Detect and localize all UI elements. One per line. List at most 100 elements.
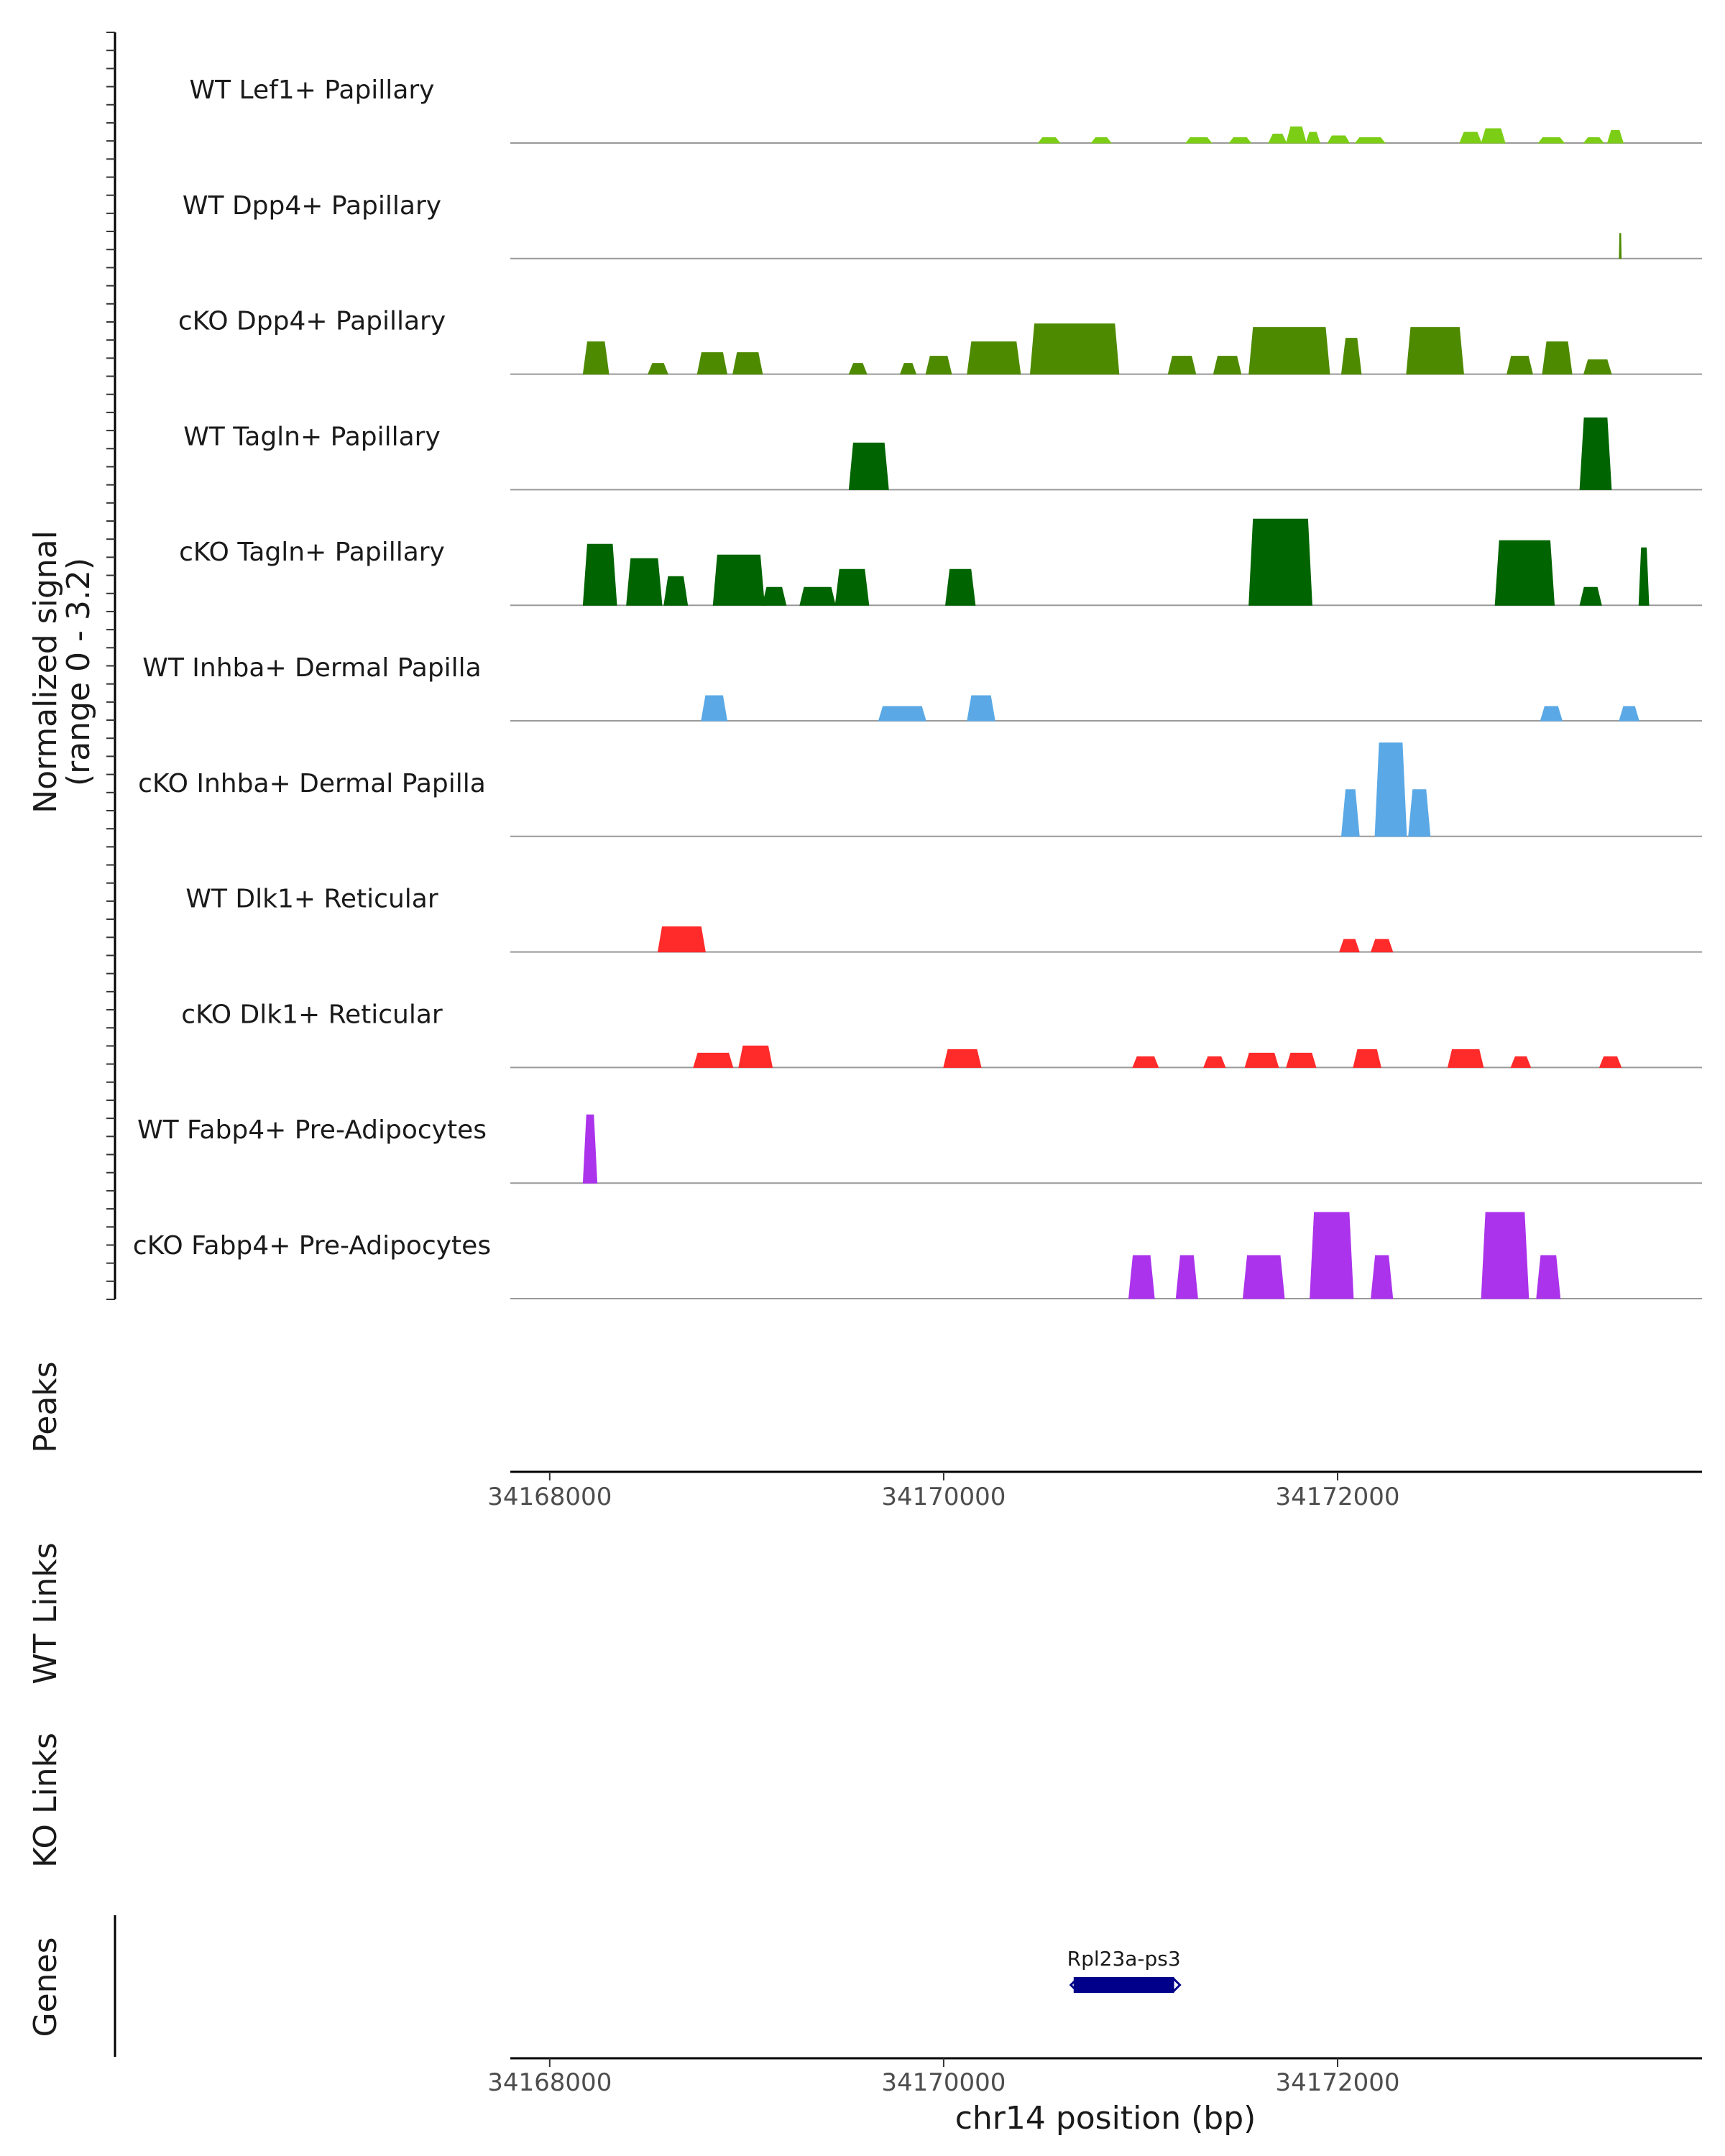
signal-peak bbox=[712, 554, 765, 606]
peaks-x-axis: 34168000 34170000 34172000 bbox=[487, 1470, 1702, 1511]
signal-peak bbox=[925, 356, 952, 375]
signal-peak bbox=[1540, 706, 1563, 722]
signal-peak bbox=[1506, 356, 1533, 375]
track-8: WT Dlk1+ Reticular bbox=[185, 885, 1702, 953]
gene-label: Rpl23a-ps3 bbox=[1067, 1947, 1181, 1971]
signal-peak bbox=[1286, 126, 1307, 144]
signal-peak bbox=[1481, 128, 1506, 144]
signal-peak bbox=[1579, 586, 1602, 606]
gene-strand-arrow bbox=[1069, 1976, 1079, 1994]
signal-peak bbox=[1583, 359, 1612, 375]
signal-peak bbox=[1606, 130, 1624, 144]
track-11: cKO Fabp4+ Pre-Adipocytes bbox=[133, 1212, 1702, 1299]
genes-x-axis: 34168000 34170000 34172000 bbox=[487, 2057, 1702, 2097]
track-7: cKO Inhba+ Dermal Papilla bbox=[138, 742, 1702, 837]
signal-peak bbox=[1459, 132, 1482, 144]
signal-peak bbox=[1481, 1212, 1530, 1299]
track-label: WT Inhba+ Dermal Papilla bbox=[142, 653, 481, 683]
signal-peak bbox=[1029, 323, 1120, 375]
track-label: cKO Dlk1+ Reticular bbox=[181, 1000, 443, 1029]
signal-peak bbox=[1638, 547, 1650, 606]
track-label: WT Dpp4+ Papillary bbox=[183, 191, 441, 221]
signal-peak bbox=[1510, 1056, 1532, 1068]
signal-peak bbox=[1248, 327, 1330, 375]
signal-peak bbox=[1242, 1255, 1285, 1299]
signal-tracks: WT Lef1+ Papillary WT Dpp4+ Papillary cKO … bbox=[133, 75, 1702, 1299]
signal-peak bbox=[1598, 1056, 1622, 1068]
signal-peak bbox=[732, 352, 763, 375]
signal-peak bbox=[1371, 1255, 1394, 1299]
track-label: WT Lef1+ Papillary bbox=[190, 75, 435, 105]
signal-peak bbox=[1202, 1056, 1226, 1068]
signal-peak bbox=[1310, 1212, 1354, 1299]
signal-peak bbox=[1353, 1049, 1381, 1068]
signal-peak bbox=[1494, 540, 1555, 606]
signal-peak bbox=[1619, 706, 1639, 722]
signal-peak bbox=[1090, 137, 1112, 144]
track-label: cKO Tagln+ Papillary bbox=[179, 538, 445, 567]
x-tick-label: 34172000 bbox=[1275, 1483, 1399, 1511]
track-label: WT Dlk1+ Reticular bbox=[185, 885, 438, 914]
signal-peak bbox=[1305, 132, 1320, 144]
y-axis-title: Normalized signal bbox=[27, 530, 64, 814]
track-10: WT Fabp4+ Pre-Adipocytes bbox=[137, 1114, 1702, 1184]
signal-peak bbox=[582, 1114, 598, 1184]
signal-peak bbox=[848, 363, 868, 375]
signal-peak bbox=[967, 341, 1021, 375]
signal-peak bbox=[1327, 135, 1351, 144]
y-axis-range-label: (range 0 - 3.2) bbox=[60, 558, 97, 786]
signal-peak bbox=[582, 341, 610, 375]
signal-scale-axis bbox=[106, 32, 116, 1300]
signal-peak bbox=[1213, 356, 1242, 375]
signal-peak bbox=[626, 558, 663, 606]
gene-end-mark bbox=[1172, 1976, 1182, 1994]
signal-peak bbox=[899, 363, 917, 375]
signal-peak bbox=[1228, 137, 1252, 144]
peaks-label: Peaks bbox=[27, 1361, 64, 1452]
signal-peak bbox=[834, 568, 870, 606]
x-tick-label: 34168000 bbox=[487, 2068, 612, 2097]
track-5: cKO Tagln+ Papillary bbox=[179, 518, 1702, 607]
gene-track: Rpl23a-ps3 bbox=[1067, 1947, 1182, 1994]
track-4: WT Tagln+ Papillary bbox=[183, 417, 1702, 491]
track-label: cKO Dpp4+ Papillary bbox=[178, 307, 446, 336]
signal-peak bbox=[1184, 137, 1213, 144]
signal-peak bbox=[1132, 1056, 1159, 1068]
signal-peak bbox=[648, 363, 668, 375]
x-tick-label: 34170000 bbox=[881, 2068, 1006, 2097]
signal-peak bbox=[1037, 137, 1061, 144]
signal-peak bbox=[1537, 137, 1565, 144]
track-label: cKO Fabp4+ Pre-Adipocytes bbox=[133, 1231, 491, 1261]
signal-peak bbox=[967, 695, 995, 722]
x-tick-label: 34168000 bbox=[487, 1483, 612, 1511]
track-label: cKO Inhba+ Dermal Papilla bbox=[138, 769, 486, 798]
signal-peak bbox=[945, 568, 976, 606]
wt-links-label: WT Links bbox=[27, 1542, 64, 1684]
signal-peak bbox=[878, 706, 926, 722]
signal-peak bbox=[701, 695, 728, 722]
signal-peak bbox=[1619, 233, 1622, 259]
signal-peak bbox=[1408, 789, 1431, 837]
signal-peak bbox=[1542, 341, 1573, 375]
signal-peak bbox=[663, 576, 689, 606]
signal-peak bbox=[1447, 1049, 1484, 1068]
signal-peak bbox=[1286, 1052, 1317, 1068]
signal-peak bbox=[1244, 1052, 1279, 1068]
signal-peak bbox=[1374, 742, 1407, 837]
ko-links-label: KO Links bbox=[27, 1733, 64, 1868]
signal-peak bbox=[1583, 137, 1605, 144]
track-1: WT Lef1+ Papillary bbox=[190, 75, 1702, 144]
signal-peak bbox=[943, 1049, 982, 1068]
signal-peak bbox=[1406, 327, 1464, 375]
track-label: WT Fabp4+ Pre-Adipocytes bbox=[137, 1115, 487, 1145]
signal-peak bbox=[1175, 1255, 1198, 1299]
gene-body bbox=[1073, 1977, 1174, 1993]
x-tick-label: 34172000 bbox=[1275, 2068, 1399, 2097]
track-2: WT Dpp4+ Papillary bbox=[183, 191, 1702, 259]
track-9: cKO Dlk1+ Reticular bbox=[181, 1000, 1702, 1069]
signal-peak bbox=[1354, 137, 1386, 144]
signal-peak bbox=[693, 1052, 734, 1068]
track-6: WT Inhba+ Dermal Papilla bbox=[142, 653, 1702, 722]
signal-peak bbox=[799, 586, 836, 606]
